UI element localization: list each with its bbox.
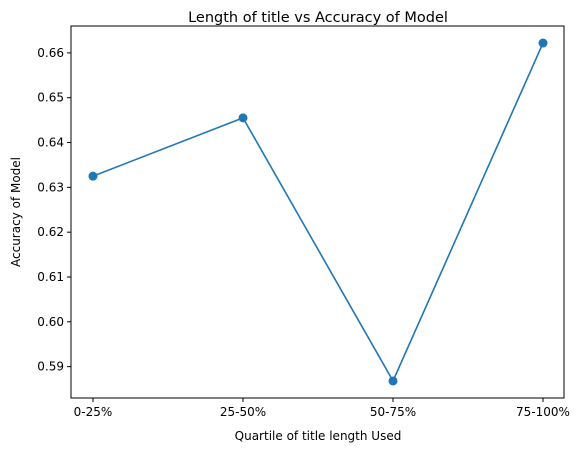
y-tick-label: 0.61: [37, 270, 64, 284]
data-point-50-75%: [388, 376, 398, 386]
series-line: [92, 42, 544, 383]
y-tick-label: 0.63: [37, 180, 64, 194]
x-tick-label: 75-100%: [516, 405, 570, 419]
data-point-25-50%: [238, 113, 248, 123]
data-point-0-25%: [88, 171, 98, 181]
y-tick-label: 0.59: [37, 360, 64, 374]
y-tick-label: 0.66: [37, 46, 64, 60]
x-axis: 0-25% 25-50% 50-75% 75-100%: [74, 398, 570, 419]
x-tick-label: 0-25%: [74, 405, 113, 419]
chart-title: Length of title vs Accuracy of Model: [188, 10, 448, 26]
y-tick-label: 0.65: [37, 91, 64, 105]
y-tick-label: 0.64: [37, 136, 64, 150]
data-point-75-100%: [538, 38, 548, 48]
x-tick-label: 50-75%: [370, 405, 416, 419]
y-tick-label: 0.62: [37, 225, 64, 239]
y-axis: 0.59 0.60 0.61 0.62 0.63 0.64 0.65 0.66: [37, 46, 71, 374]
plot-area-frame: [70, 25, 565, 399]
x-axis-label: Quartile of title length Used: [235, 429, 402, 443]
x-tick-label: 25-50%: [220, 405, 266, 419]
series-accuracy: [88, 38, 548, 386]
y-axis-label: Accuracy of Model: [9, 157, 23, 267]
y-tick-label: 0.60: [37, 315, 64, 329]
